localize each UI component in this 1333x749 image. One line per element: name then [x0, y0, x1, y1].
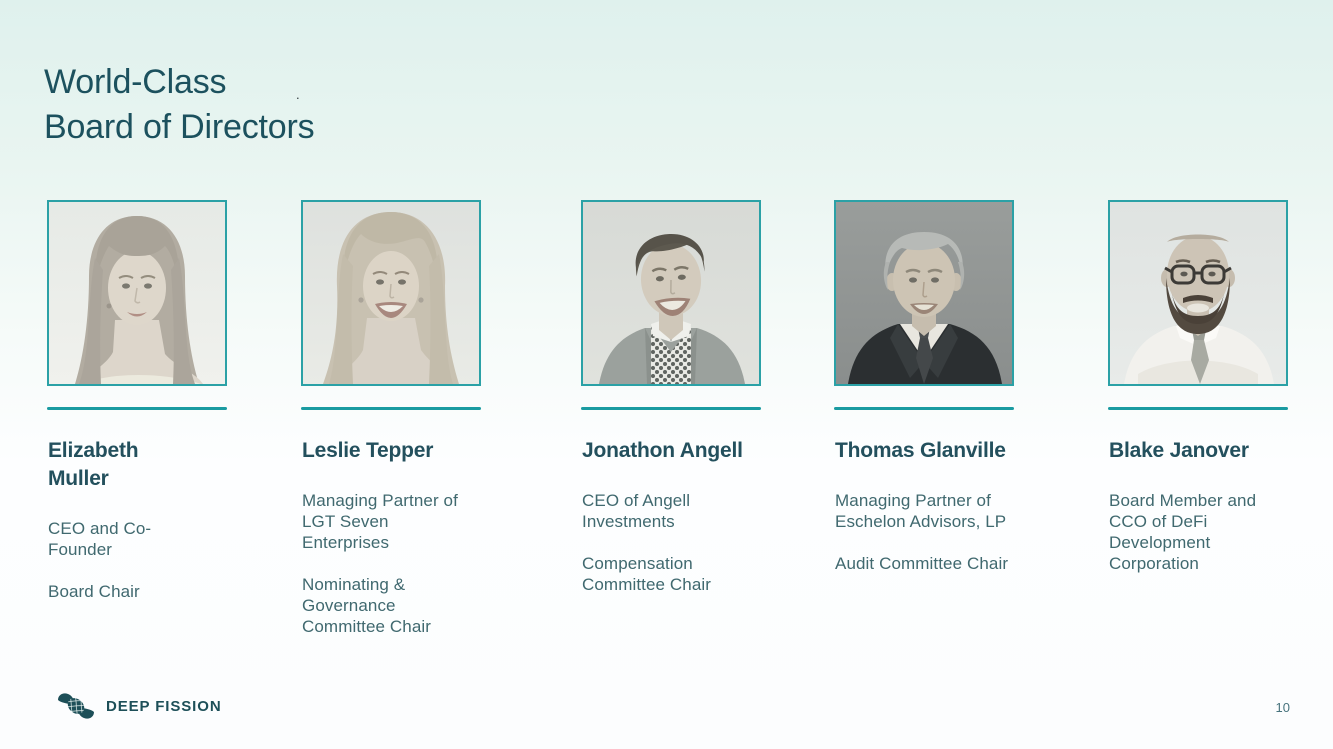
accent-underline — [47, 407, 227, 410]
member-portrait-photo — [47, 200, 227, 386]
member-role: CEO and Co- Founder — [48, 519, 152, 559]
member-role: Managing Partner of Eschelon Advisors, L… — [835, 491, 1007, 531]
member-portrait-photo — [834, 200, 1014, 386]
deep-fission-leaves-icon — [58, 693, 94, 719]
page-number: 10 — [1275, 700, 1290, 715]
member-name: Leslie Tepper — [302, 439, 434, 462]
board-member-card: Blake Janover Board Member and CCO of De… — [1108, 200, 1324, 595]
stray-dot-artifact: . — [296, 87, 300, 102]
accent-underline — [1108, 407, 1288, 410]
portrait-woman-long-hair-icon — [49, 202, 225, 384]
company-logo: DEEP FISSION — [55, 691, 222, 721]
board-member-card: Jonathon Angell CEO of Angell Investment… — [581, 200, 797, 595]
portrait-man-short-hair-icon — [583, 202, 759, 384]
member-committee: Board Chair — [48, 582, 140, 601]
member-name: Elizabeth Muller — [48, 439, 139, 490]
portrait-man-suit-icon — [836, 202, 1012, 384]
portrait-woman-blonde-hair-icon — [303, 202, 479, 384]
accent-underline — [301, 407, 481, 410]
member-committee: Nominating & Governance Committee Chair — [302, 575, 432, 636]
board-member-card: Elizabeth Muller CEO and Co- Founder Boa… — [47, 200, 263, 602]
member-role: Managing Partner of LGT Seven Enterprise… — [302, 491, 458, 552]
member-name: Jonathon Angell — [582, 439, 743, 462]
member-committee: Audit Committee Chair — [835, 554, 1009, 573]
accent-underline — [581, 407, 761, 410]
member-role: Board Member and CCO of DeFi Development… — [1109, 491, 1257, 573]
logo-wordmark: DEEP FISSION — [106, 697, 222, 715]
page-title: World-Class Board of Directors — [44, 63, 315, 146]
board-member-card: Thomas Glanville Managing Partner of Esc… — [834, 200, 1050, 574]
member-portrait-photo — [1108, 200, 1288, 386]
member-portrait-photo — [301, 200, 481, 386]
member-committee: Compensation Committee Chair — [582, 554, 712, 594]
member-portrait-photo — [581, 200, 761, 386]
member-role: CEO of Angell Investments — [582, 491, 691, 531]
member-name: Blake Janover — [1109, 439, 1249, 462]
board-member-card: Leslie Tepper Managing Partner of LGT Se… — [301, 200, 517, 637]
portrait-man-glasses-beard-icon — [1110, 202, 1286, 384]
accent-underline — [834, 407, 1014, 410]
member-name: Thomas Glanville — [835, 439, 1006, 462]
